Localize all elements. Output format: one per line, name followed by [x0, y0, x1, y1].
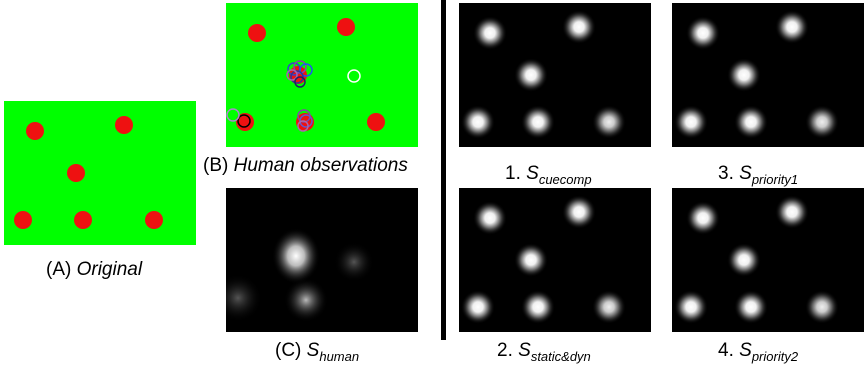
fixation-marker — [299, 63, 313, 77]
fixation-marker — [290, 70, 304, 84]
red-dot — [145, 211, 163, 229]
fixation-marker — [347, 69, 361, 83]
fixation-marker — [297, 120, 309, 132]
saliency-blob — [734, 105, 768, 139]
red-dot — [248, 24, 266, 42]
saliency-blob — [521, 290, 555, 324]
model-map-priority2 — [672, 188, 864, 332]
caption-s-human: (C) Shuman — [275, 340, 360, 364]
saliency-blob — [775, 10, 809, 44]
red-dot — [26, 122, 44, 140]
saliency-blob — [775, 195, 809, 229]
saliency-blob — [592, 290, 626, 324]
red-dot — [74, 211, 92, 229]
saliency-blob — [674, 290, 708, 324]
saliency-blob — [727, 58, 761, 92]
red-dot — [67, 164, 85, 182]
model-map-static-dyn — [459, 188, 651, 332]
original-image — [4, 101, 196, 245]
caption-s-priority1: 3. Spriority1 — [718, 163, 799, 187]
caption-human-observations: (B) Human observations — [203, 155, 408, 176]
vertical-divider — [441, 0, 446, 340]
saliency-blob — [727, 243, 761, 277]
fixation-marker — [286, 69, 298, 81]
saliency-blob — [514, 243, 548, 277]
fixation-marker — [294, 76, 306, 88]
saliency-blob — [805, 105, 839, 139]
fixation-marker — [226, 108, 240, 122]
saliency-blob — [473, 201, 507, 235]
model-map-cuecomp — [459, 3, 651, 147]
saliency-blob — [514, 58, 548, 92]
saliency-blob — [686, 16, 720, 50]
saliency-blob — [686, 201, 720, 235]
saliency-blob — [805, 290, 839, 324]
fixation-marker — [237, 114, 251, 128]
saliency-blob — [473, 16, 507, 50]
red-dot — [115, 116, 133, 134]
saliency-blob — [334, 242, 374, 282]
saliency-blob — [461, 105, 495, 139]
saliency-blob — [521, 105, 555, 139]
saliency-blob — [562, 10, 596, 44]
human-saliency-map — [226, 188, 418, 332]
saliency-blob — [272, 228, 320, 284]
red-dot — [367, 113, 385, 131]
saliency-blob — [226, 274, 262, 322]
caption-s-cuecomp: 1. Scuecomp — [505, 163, 592, 187]
red-dot — [14, 211, 32, 229]
caption-s-static-dyn: 2. Sstatic&dyn — [497, 340, 591, 364]
model-map-priority1 — [672, 3, 864, 147]
human-observations-image — [226, 3, 418, 147]
caption-s-priority2: 4. Spriority2 — [718, 340, 799, 364]
red-dot — [337, 18, 355, 36]
fixation-marker — [299, 114, 313, 128]
saliency-blob — [592, 105, 626, 139]
saliency-blob — [461, 290, 495, 324]
saliency-blob — [674, 105, 708, 139]
saliency-blob — [562, 195, 596, 229]
saliency-blob — [734, 290, 768, 324]
caption-original: (A) Original — [46, 259, 143, 280]
saliency-blob — [284, 278, 328, 322]
